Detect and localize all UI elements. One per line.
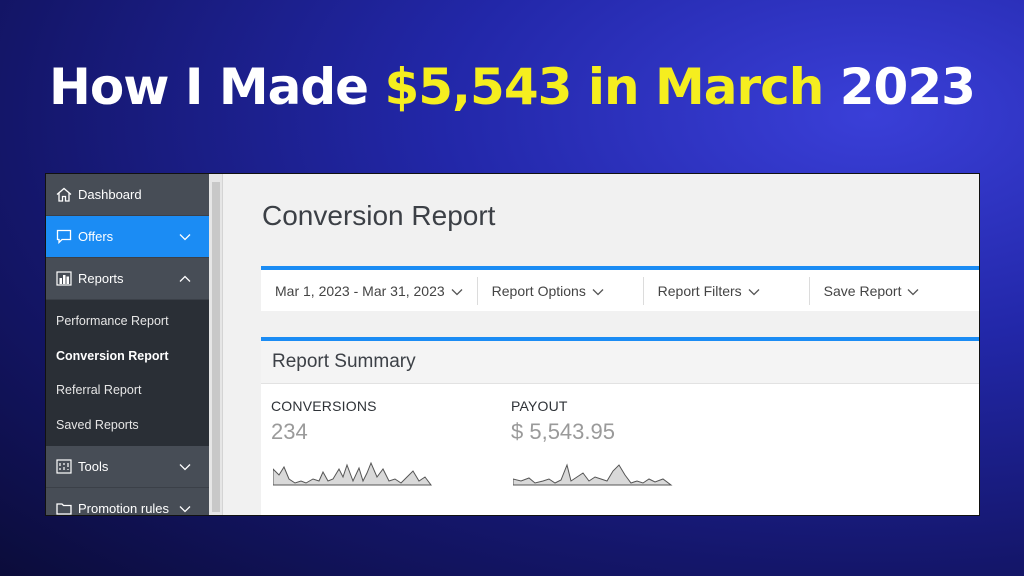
report-summary-title: Report Summary [261, 341, 979, 384]
page-title: Conversion Report [262, 200, 496, 231]
report-summary-panel: Report Summary CONVERSIONS 234 PAYOUT $ … [261, 337, 979, 515]
conversions-sparkline [273, 461, 432, 486]
payout-metric: PAYOUT $ 5,543.95 [511, 398, 615, 445]
chevron-down-icon [592, 283, 604, 299]
chevron-down-icon[interactable] [179, 501, 191, 515]
payout-value: $ 5,543.95 [511, 419, 615, 444]
save-report-dropdown[interactable]: Save Report [810, 277, 934, 305]
sidebar: Dashboard Offers Reports Performance Rep… [46, 174, 209, 515]
folder-icon [55, 501, 73, 516]
chevron-up-icon[interactable] [179, 271, 191, 286]
report-toolbar: Mar 1, 2023 - Mar 31, 2023 Report Option… [261, 266, 979, 311]
headline: How I Made $5,543 in March 2023 [0, 58, 1024, 116]
home-icon [55, 187, 73, 203]
sidebar-item-tools[interactable]: Tools [46, 446, 209, 488]
chevron-down-icon [451, 283, 463, 299]
subnav-referral-report[interactable]: Referral Report [56, 383, 142, 398]
sidebar-item-label: Tools [78, 459, 109, 474]
report-options-dropdown[interactable]: Report Options [478, 276, 644, 305]
bar-chart-icon [55, 271, 73, 287]
sidebar-item-reports[interactable]: Reports [46, 258, 209, 300]
chat-bubble-icon [55, 229, 73, 245]
payout-sparkline [513, 463, 673, 486]
sidebar-item-label: Reports [78, 271, 124, 286]
conversions-metric: CONVERSIONS 234 [271, 398, 377, 445]
sidebar-scrollbar[interactable] [209, 174, 223, 515]
date-range-label: Mar 1, 2023 - Mar 31, 2023 [275, 282, 445, 299]
subnav-conversion-report[interactable]: Conversion Report [56, 348, 169, 363]
save-report-label: Save Report [823, 282, 902, 299]
conversions-value: 234 [271, 419, 308, 444]
payout-label: PAYOUT [511, 398, 568, 414]
chevron-down-icon [748, 283, 760, 299]
sidebar-item-promotion-rules[interactable]: Promotion rules [46, 488, 209, 516]
chevron-down-icon [907, 283, 919, 299]
subnav-saved-reports[interactable]: Saved Reports [56, 417, 139, 432]
headline-part1: How I Made [49, 58, 385, 116]
chevron-down-icon[interactable] [179, 229, 191, 244]
report-filters-dropdown[interactable]: Report Filters [644, 276, 810, 305]
sidebar-item-label: Offers [78, 229, 114, 244]
subnav-performance-report[interactable]: Performance Report [56, 314, 169, 329]
sidebar-item-label: Dashboard [78, 187, 142, 202]
headline-part2: 2023 [823, 58, 976, 116]
sidebar-item-dashboard[interactable]: Dashboard [46, 174, 209, 216]
tools-icon [55, 459, 73, 475]
report-options-label: Report Options [491, 282, 586, 299]
sidebar-item-label: Promotion rules [78, 501, 170, 516]
chevron-down-icon[interactable] [179, 459, 191, 474]
main-content: Conversion Report Mar 1, 2023 - Mar 31, … [223, 174, 979, 515]
report-filters-label: Report Filters [657, 282, 742, 299]
date-range-dropdown[interactable]: Mar 1, 2023 - Mar 31, 2023 [261, 276, 478, 305]
headline-highlight: $5,543 in March [384, 58, 824, 116]
app-window: Dashboard Offers Reports Performance Rep… [45, 173, 980, 516]
conversions-label: CONVERSIONS [271, 398, 377, 414]
reports-subnav: Performance Report Conversion Report Ref… [46, 300, 209, 446]
scrollbar-thumb[interactable] [212, 182, 220, 512]
sidebar-item-offers[interactable]: Offers [46, 216, 209, 258]
